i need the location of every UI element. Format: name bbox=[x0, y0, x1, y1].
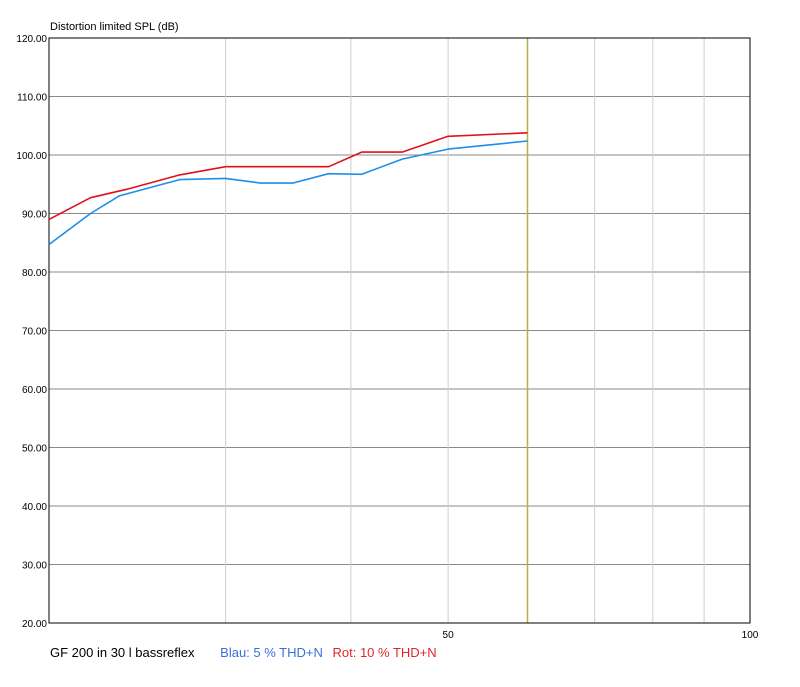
plot-frame bbox=[48, 37, 751, 624]
y-tick-label: 100.00 bbox=[16, 151, 47, 162]
caption-blue-legend: Blau: 5 % THD+N bbox=[220, 645, 323, 660]
y-tick-label: 110.00 bbox=[17, 93, 47, 104]
chart-title: Distortion limited SPL (dB) bbox=[50, 21, 179, 33]
y-tick-label: 60.00 bbox=[22, 385, 47, 396]
y-tick-label: 120.00 bbox=[16, 34, 47, 45]
caption-red-legend: Rot: 10 % THD+N bbox=[332, 645, 437, 660]
y-tick-label: 20.00 bbox=[22, 619, 47, 630]
caption: GF 200 in 30 l bassreflex Blau: 5 % THD+… bbox=[50, 645, 443, 660]
y-tick-label: 90.00 bbox=[22, 210, 47, 221]
y-tick-label: 30.00 bbox=[22, 561, 47, 572]
x-tick-label: 100 bbox=[742, 630, 759, 641]
x-tick-label: 50 bbox=[443, 630, 455, 641]
y-tick-label: 40.00 bbox=[22, 502, 47, 513]
x-tick-labels: 50 100 bbox=[443, 630, 759, 641]
y-tick-label: 80.00 bbox=[22, 268, 47, 279]
series-lines bbox=[48, 132, 528, 246]
series-line-1 bbox=[48, 132, 528, 221]
series-line-0 bbox=[48, 140, 528, 246]
y-tick-label: 70.00 bbox=[22, 327, 47, 338]
y-tick-labels: 20.00 30.00 40.00 50.00 60.00 70.00 80.00 90.00… bbox=[16, 34, 47, 630]
y-tick-label: 50.00 bbox=[22, 444, 47, 455]
grid-lines bbox=[49, 38, 750, 623]
caption-title: GF 200 in 30 l bassreflex bbox=[50, 645, 195, 660]
